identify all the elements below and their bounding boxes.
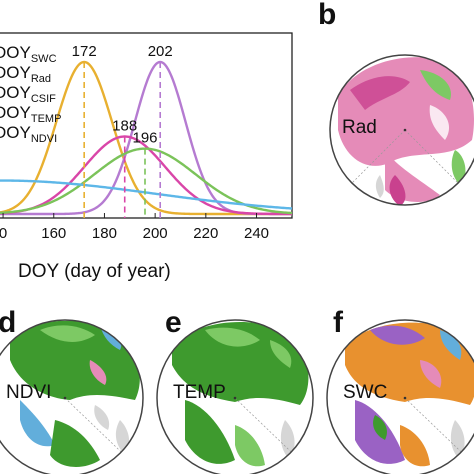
chart-frame: [0, 32, 293, 219]
x-tick-label: 220: [193, 225, 218, 242]
panel-label-swc: SWC: [343, 382, 387, 403]
panel-letter-f: f: [333, 306, 344, 339]
peak-label-swc: 172: [72, 43, 97, 60]
panel-label-rad: Rad: [342, 117, 377, 138]
polar-map-outline-b: [329, 54, 474, 206]
polar-map-swc: [327, 320, 474, 474]
panel-d: d NDVI: [0, 306, 144, 474]
panel-letter-b: b: [318, 0, 336, 31]
x-tick-label: 0: [0, 225, 7, 242]
legend-entry-csif: DOYCSIF: [0, 83, 56, 105]
panel-e: e TEMP: [156, 306, 314, 474]
legend-entry-temp: DOYTEMP: [0, 103, 61, 125]
legend-entry-ndvi: DOYNDVI: [0, 123, 57, 145]
legend-entry-swc: DOYSWC: [0, 43, 57, 65]
panel-b: b Rad: [318, 0, 474, 206]
peak-label-temp: 202: [148, 43, 173, 60]
peak-label-csif: 196: [132, 130, 157, 147]
polar-map-rad: [330, 55, 474, 205]
panel-label-ndvi: NDVI: [6, 382, 51, 403]
x-tick-label: 200: [143, 225, 168, 242]
legend-entry-rad: DOYRad: [0, 63, 51, 85]
panel-f: f SWC: [326, 306, 474, 474]
peak-label-rad: 188: [112, 117, 137, 134]
x-tick-label: 240: [244, 225, 269, 242]
x-axis-label: DOY (day of year): [18, 261, 171, 282]
polar-map-outline-e: [156, 319, 314, 474]
polar-map-outline-f: [326, 319, 474, 474]
panel-label-temp: TEMP: [173, 382, 226, 403]
polar-map-outline-d: [0, 319, 144, 474]
x-tick-label: 160: [41, 225, 66, 242]
peak-droplines: [83, 62, 162, 218]
panel-letter-e: e: [165, 306, 182, 339]
panel-letter-d: d: [0, 306, 16, 339]
polar-map-temp: [157, 320, 313, 474]
x-axis-ticks: 0 160 180 200 220 240: [0, 213, 269, 242]
series-line-rad: [0, 135, 292, 216]
x-tick-label: 180: [92, 225, 117, 242]
